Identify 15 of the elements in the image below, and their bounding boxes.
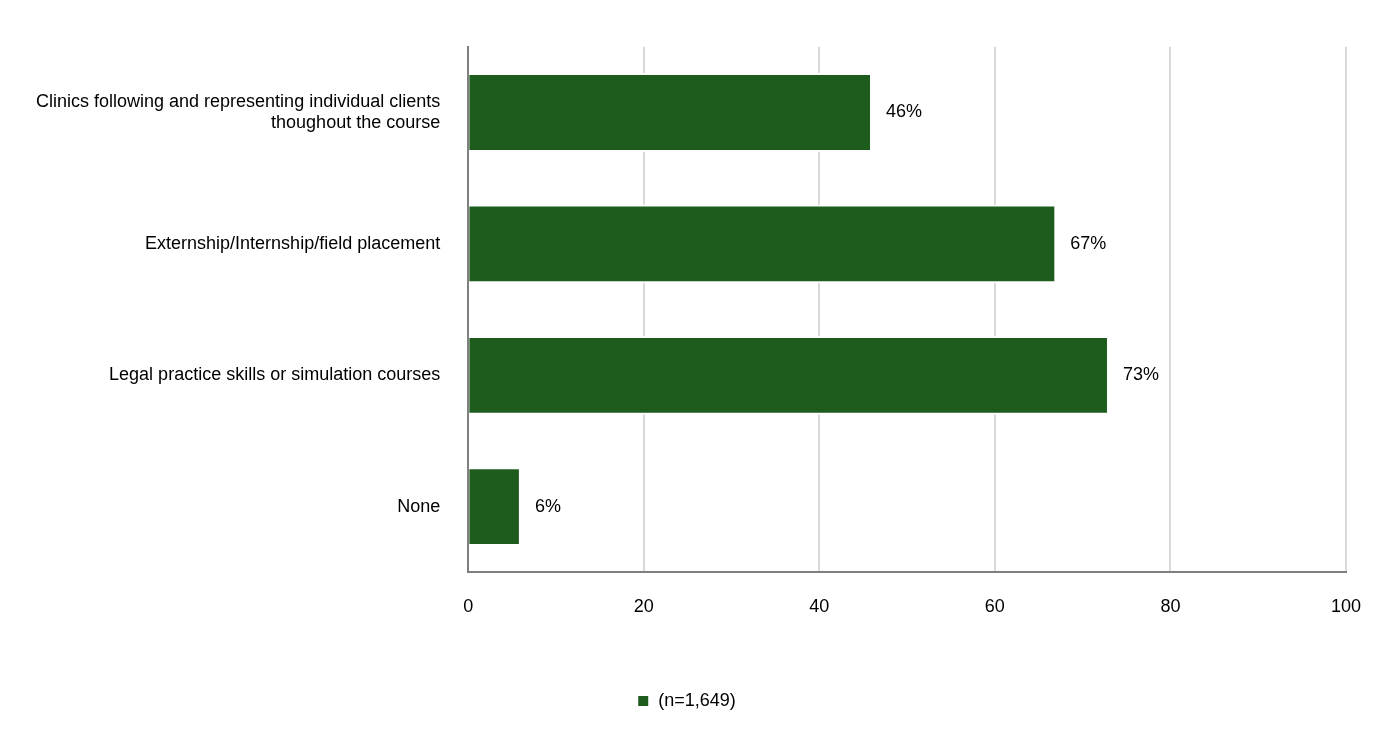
x-tick-label: 0 [463, 596, 474, 617]
data-label: 73% [1122, 364, 1160, 385]
data-label: 46% [885, 101, 923, 122]
y-tick-label: Externship/Internship/field placement [145, 232, 441, 253]
x-tick-label: 20 [633, 596, 654, 617]
data-label: 6% [534, 495, 561, 516]
x-tick-label: 100 [1330, 596, 1362, 617]
y-tick-label: None [397, 495, 441, 516]
x-tick-label: 60 [984, 596, 1005, 617]
x-tick-label: 40 [809, 596, 830, 617]
x-tick-label: 80 [1160, 596, 1181, 617]
legend-label: (n=1,649) [658, 689, 736, 710]
y-tick-label: Legal practice skills or simulation courses [109, 364, 441, 385]
data-label: 67% [1070, 232, 1107, 253]
y-tick-label: Clinics following and representing individual clients thoughout the course [36, 90, 441, 133]
